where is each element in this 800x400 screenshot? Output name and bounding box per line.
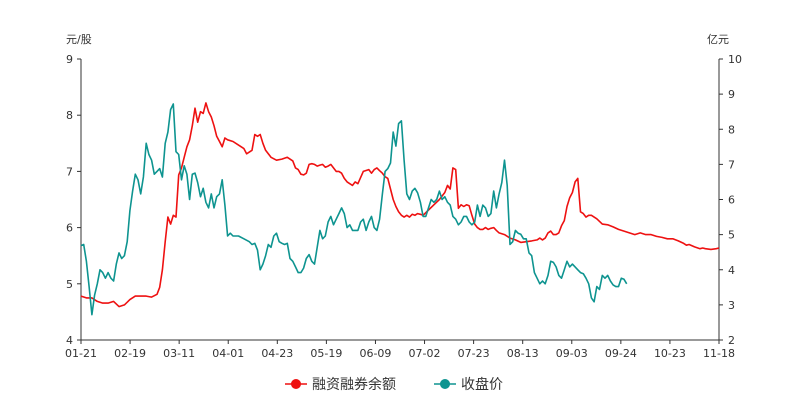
right-tick-label: 4: [728, 264, 735, 277]
legend-item-close-price[interactable]: 收盘价: [434, 376, 503, 393]
right-tick-label: 9: [728, 88, 735, 101]
x-tick-label: 10-23: [654, 347, 686, 360]
left-tick-label: 4: [66, 334, 73, 347]
left-tick-label: 7: [66, 165, 73, 178]
x-tick-label: 09-03: [556, 347, 588, 360]
legend-dot-icon: [440, 379, 450, 389]
x-tick-label: 02-19: [114, 347, 146, 360]
x-tick-label: 09-24: [605, 347, 637, 360]
x-tick-label: 11-18: [703, 347, 735, 360]
right-tick-label: 10: [728, 53, 742, 66]
right-tick-label: 7: [728, 158, 735, 171]
left-tick-label: 8: [66, 109, 73, 122]
legend-label: 融资融券余额: [312, 376, 396, 393]
legend-label: 收盘价: [461, 376, 503, 393]
x-tick-label: 04-01: [212, 347, 244, 360]
x-tick-label: 04-23: [261, 347, 293, 360]
x-tick-label: 01-21: [65, 347, 97, 360]
right-tick-label: 3: [728, 299, 735, 312]
right-tick-label: 6: [728, 194, 735, 207]
x-tick-label: 03-11: [163, 347, 195, 360]
right-tick-label: 8: [728, 123, 735, 136]
legend-item-margin-balance[interactable]: 融资融券余额: [285, 376, 396, 393]
left-tick-label: 6: [66, 222, 73, 235]
left-tick-label: 5: [66, 278, 73, 291]
x-tick-label: 07-02: [409, 347, 441, 360]
right-tick-label: 5: [728, 229, 735, 242]
left-axis-unit: 元/股: [66, 33, 92, 46]
series-layer: [80, 102, 720, 316]
axes: 4 5 6 7 8 9 2 3 4 5 6 7 8 9 10 01-21 02-19 03-11 04-01 04-2…: [65, 53, 742, 360]
x-tick-label: 08-13: [507, 347, 539, 360]
x-tick-label: 06-09: [359, 347, 391, 360]
close-price-line: [80, 103, 628, 316]
right-axis-unit: 亿元: [707, 33, 729, 46]
x-tick-label: 07-23: [458, 347, 490, 360]
left-tick-label: 9: [66, 53, 73, 66]
margin-balance-line: [80, 102, 720, 308]
legend[interactable]: 融资融券余额 收盘价: [285, 376, 503, 393]
right-tick-label: 2: [728, 334, 735, 347]
legend-dot-icon: [291, 379, 301, 389]
x-tick-label: 05-19: [310, 347, 342, 360]
